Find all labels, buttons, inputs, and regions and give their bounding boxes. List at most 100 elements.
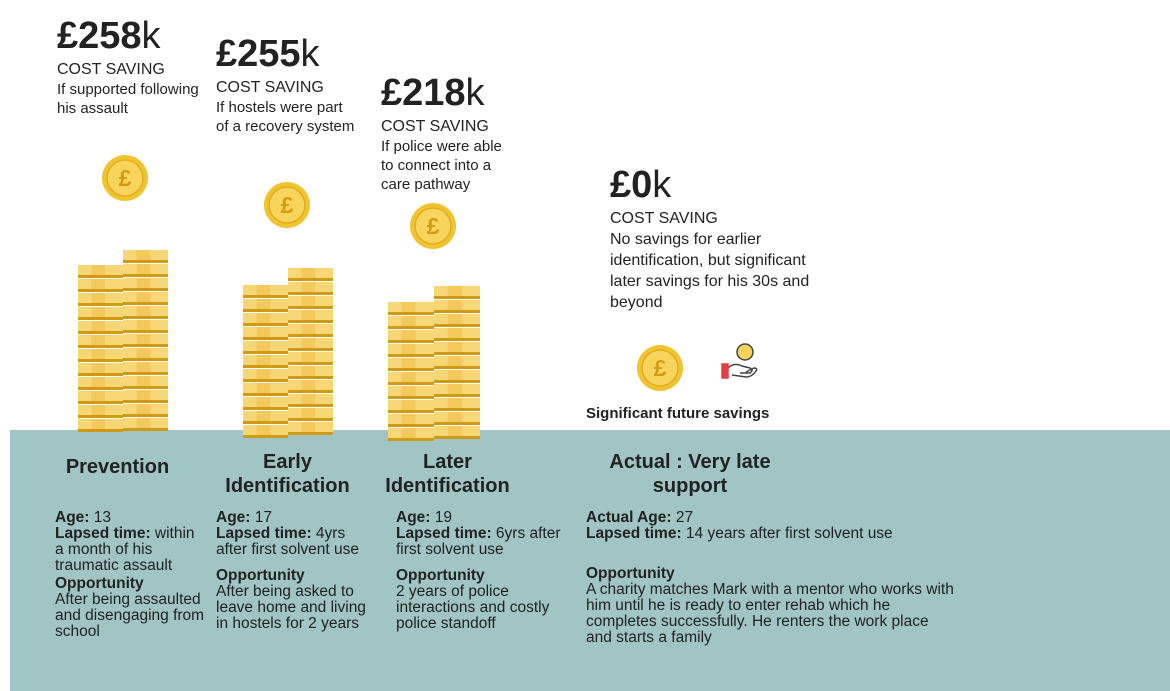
coin-shade bbox=[91, 405, 105, 415]
coin-shade bbox=[136, 334, 150, 344]
future-note: Significant future savings bbox=[586, 405, 769, 422]
coin-shade bbox=[447, 384, 462, 394]
coin-symbol: £ bbox=[119, 165, 132, 191]
coin-shade bbox=[301, 324, 315, 334]
coin-symbol: £ bbox=[427, 213, 440, 239]
coin-edge bbox=[288, 278, 333, 281]
stage-details: Actual Age: 27 Lapsed time: 14 years afte… bbox=[586, 510, 956, 646]
coin-edge bbox=[78, 345, 123, 348]
stage-title: Early Identification bbox=[205, 450, 370, 498]
coin-edge bbox=[388, 424, 434, 427]
coin: £ bbox=[410, 203, 456, 249]
coin-shade bbox=[91, 279, 105, 289]
coin-edge bbox=[78, 373, 123, 376]
saving-note-text: If police were able to connect into a ca… bbox=[381, 138, 502, 193]
stage-title-text: Prevention bbox=[65, 456, 170, 478]
lapsed-line: Lapsed time: within a month of his traum… bbox=[55, 526, 205, 574]
saving-note: If hostels were part of a recovery syste… bbox=[216, 98, 356, 136]
coin-shade bbox=[256, 425, 270, 435]
coin-shade bbox=[136, 348, 150, 358]
coin-edge bbox=[388, 312, 434, 315]
coin-edge bbox=[78, 331, 123, 334]
cost-label: COST SAVING bbox=[57, 60, 207, 80]
coin-edge bbox=[388, 410, 434, 413]
age-line: Age: 17 bbox=[216, 510, 378, 526]
coin-shade bbox=[136, 390, 150, 400]
stage-details: Age: 17 Lapsed time: 4yrs after first sol… bbox=[216, 510, 378, 632]
coin-face bbox=[641, 349, 679, 387]
coin-edge bbox=[434, 436, 480, 439]
amount-value: £255 bbox=[216, 33, 301, 75]
coin-edge bbox=[78, 429, 123, 432]
coin-edge bbox=[243, 351, 288, 354]
coin-shade bbox=[256, 397, 270, 407]
coin-edge bbox=[288, 292, 333, 295]
coin-shade bbox=[256, 327, 270, 337]
coin-edge bbox=[388, 382, 434, 385]
coin-shade bbox=[256, 313, 270, 323]
coin-shade bbox=[447, 412, 462, 422]
spacer bbox=[586, 542, 956, 566]
coin-shade bbox=[91, 377, 105, 387]
saving-header: £218k COST SAVING If police were able to c… bbox=[381, 73, 516, 194]
coin-shade bbox=[301, 352, 315, 362]
coin-shade bbox=[91, 391, 105, 401]
lapsed-line: Lapsed time: 6yrs after first solvent us… bbox=[396, 526, 564, 558]
coin: £ bbox=[102, 155, 148, 201]
coin-shade bbox=[91, 307, 105, 317]
coin-edge bbox=[243, 393, 288, 396]
coin-edge bbox=[434, 408, 480, 411]
coin-edge bbox=[243, 337, 288, 340]
coin-shade bbox=[91, 321, 105, 331]
opportunity-heading: Opportunity bbox=[216, 568, 378, 584]
opportunity-value: 2 years of police interactions and costl… bbox=[396, 583, 550, 632]
coin-edge bbox=[243, 435, 288, 438]
age-line: Actual Age: 27 bbox=[586, 510, 956, 526]
saving-header: £258k COST SAVING If supported following h… bbox=[57, 16, 207, 118]
coin-shade bbox=[256, 383, 270, 393]
coin-shade bbox=[256, 285, 270, 295]
coin-edge bbox=[288, 432, 333, 435]
cost-label: COST SAVING bbox=[381, 117, 516, 137]
lapsed-label: Lapsed time: bbox=[216, 525, 312, 542]
coin-edge bbox=[78, 317, 123, 320]
coin-shade bbox=[256, 355, 270, 365]
coin-edge bbox=[243, 421, 288, 424]
coin-edge bbox=[123, 400, 168, 403]
coin-edge bbox=[123, 358, 168, 361]
coin-shade bbox=[301, 408, 315, 418]
amount-value: £218 bbox=[381, 72, 466, 114]
coin-shade bbox=[256, 411, 270, 421]
coin-edge bbox=[288, 306, 333, 309]
opportunity-heading: Opportunity bbox=[55, 576, 205, 592]
coin-edge bbox=[78, 275, 123, 278]
coin-edge bbox=[388, 368, 434, 371]
coin-edge bbox=[78, 401, 123, 404]
coin-stack bbox=[388, 286, 480, 441]
coin-shade bbox=[401, 302, 416, 312]
stage-title: Later Identification bbox=[370, 450, 525, 498]
coin: £ bbox=[637, 345, 683, 391]
coin-edge bbox=[123, 316, 168, 319]
coin-edge bbox=[388, 340, 434, 343]
age-label: Actual Age: bbox=[586, 509, 672, 526]
coin-face bbox=[106, 159, 144, 197]
coin-shade bbox=[136, 376, 150, 386]
coin-shade bbox=[301, 296, 315, 306]
coin-edge bbox=[288, 390, 333, 393]
lapsed-line: Lapsed time: 4yrs after first solvent us… bbox=[216, 526, 378, 558]
coin-edge bbox=[243, 379, 288, 382]
cost-label-text: COST SAVING bbox=[381, 118, 489, 135]
hand-icon bbox=[721, 343, 758, 379]
coin-edge bbox=[288, 362, 333, 365]
opportunity-value: A charity matches Mark with a mentor who… bbox=[586, 581, 954, 646]
coin-shade bbox=[301, 338, 315, 348]
stage-details: Age: 13 Lapsed time: within a month of hi… bbox=[55, 510, 205, 640]
coin-edge bbox=[434, 296, 480, 299]
coin-shade bbox=[136, 418, 150, 428]
coin-edge bbox=[288, 376, 333, 379]
coin-symbol: £ bbox=[281, 192, 294, 218]
coin-face bbox=[268, 186, 306, 224]
